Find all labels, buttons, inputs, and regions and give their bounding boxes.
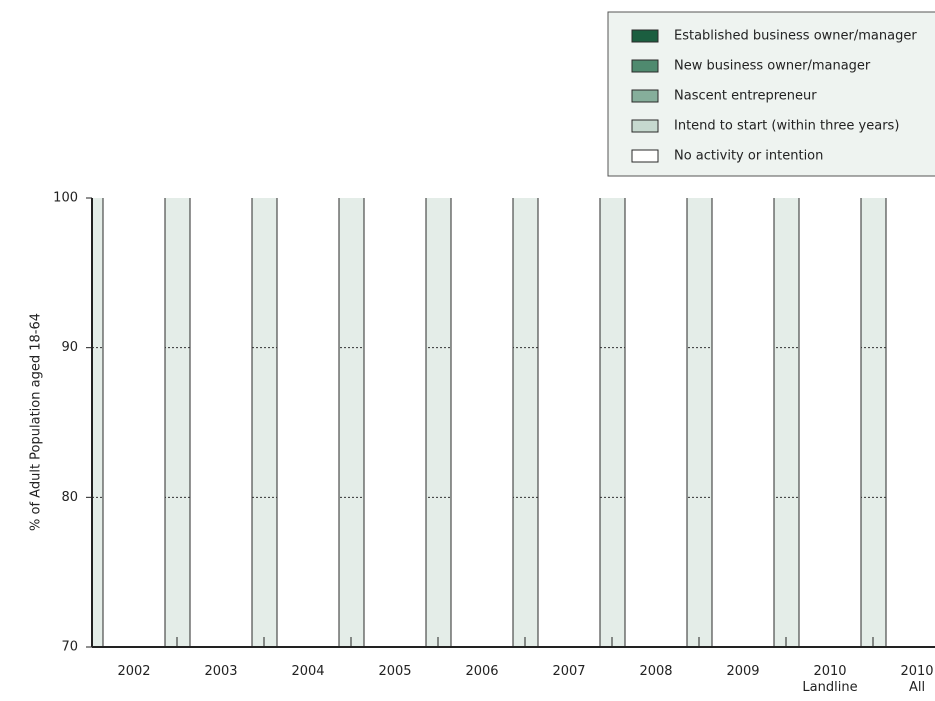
y-tick-label: 100 [53, 191, 78, 206]
x-tick-label: 2003 [204, 664, 238, 679]
x-tick-label: 2007 [552, 664, 586, 679]
legend-label: Established business owner/manager [674, 29, 917, 44]
legend-swatch [631, 59, 659, 73]
x-tick-label: 2008 [639, 664, 673, 679]
bar-segment [885, 198, 935, 648]
y-tick-label: 80 [61, 490, 78, 505]
legend-swatch [631, 119, 659, 133]
bar-segment [102, 198, 166, 648]
x-tick-label: 2010 Landline [802, 664, 858, 695]
legend-swatch [631, 149, 659, 163]
y-tick-label: 90 [61, 340, 78, 355]
bar-segment [276, 198, 340, 648]
x-tick-label: 2004 [291, 664, 325, 679]
legend-label: Nascent entrepreneur [674, 89, 817, 104]
legend-box [607, 11, 935, 177]
bars: 85.33.92.13.15.683.24.933.25.783.75.92.9… [102, 198, 935, 648]
legend-swatch [631, 89, 659, 103]
x-tick-label: 2009 [726, 664, 760, 679]
bar-segment [363, 198, 427, 648]
bar-segment [450, 198, 514, 648]
x-tick-label: 2010 All [900, 664, 934, 695]
legend-swatch [631, 29, 659, 43]
bar-segment [537, 198, 601, 648]
y-tick-label: 70 [61, 640, 78, 655]
x-tick-label: 2006 [465, 664, 499, 679]
x-tick-label: 2005 [378, 664, 412, 679]
legend-label: No activity or intention [674, 149, 823, 164]
x-tick-label: 2002 [117, 664, 151, 679]
bar-segment [189, 198, 253, 648]
legend-label: New business owner/manager [674, 59, 871, 74]
legend-label: Intend to start (within three years) [674, 119, 899, 134]
bar-segment [624, 198, 688, 648]
y-axis-label: % of Adult Population aged 18-64 [29, 313, 44, 531]
bar-segment [798, 198, 862, 648]
